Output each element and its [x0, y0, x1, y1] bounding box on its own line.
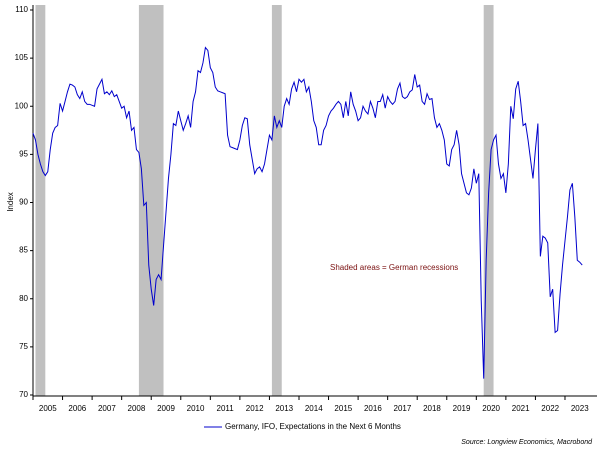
y-tick-label: 95	[19, 149, 28, 158]
x-tick-label: 2018	[423, 404, 441, 413]
x-tick-label: 2009	[157, 404, 175, 413]
x-tick-label: 2015	[334, 404, 352, 413]
y-tick-label: 90	[19, 198, 28, 207]
x-tick-label: 2007	[98, 404, 116, 413]
x-tick-label: 2014	[305, 404, 323, 413]
x-tick-label: 2022	[541, 404, 559, 413]
x-tick-label: 2012	[246, 404, 264, 413]
x-tick-label: 2020	[482, 404, 500, 413]
x-tick-label: 2008	[128, 404, 146, 413]
y-tick-label: 70	[19, 390, 28, 399]
x-tick-label: 2006	[68, 404, 86, 413]
y-tick-label: 80	[19, 294, 28, 303]
x-tick-label: 2005	[39, 404, 57, 413]
source: Source: Longview Economics, Macrobond	[461, 439, 593, 446]
recession-band	[35, 5, 46, 396]
series-line	[32, 46, 583, 379]
x-tick-label: 2013	[275, 404, 293, 413]
legend-label: Germany, IFO, Expectations in the Next 6…	[225, 422, 401, 431]
annotation: Shaded areas = German recessions	[330, 263, 458, 272]
recession-band	[138, 5, 164, 396]
x-tick-label: 2016	[364, 404, 382, 413]
y-tick-label: 105	[15, 53, 29, 62]
x-tick-label: 2019	[453, 404, 471, 413]
x-tick-label: 2021	[512, 404, 530, 413]
x-tick-label: 2017	[394, 404, 412, 413]
x-tick-label: 2010	[187, 404, 205, 413]
recession-band	[271, 5, 282, 396]
y-tick-label: 75	[19, 342, 28, 351]
x-tick-label: 2023	[571, 404, 589, 413]
x-tick-label: 2011	[217, 404, 235, 413]
y-tick-label: 100	[15, 101, 29, 110]
y-tick-label: 110	[15, 5, 28, 14]
y-axis-label: Index	[6, 192, 15, 212]
y-tick-label: 85	[19, 246, 28, 255]
